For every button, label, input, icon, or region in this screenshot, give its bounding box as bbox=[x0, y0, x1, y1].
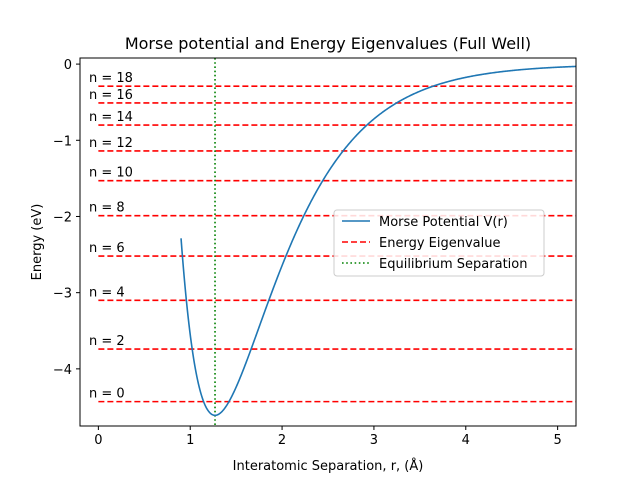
y-tick-label: −1 bbox=[53, 134, 72, 149]
y-tick-label: 0 bbox=[64, 58, 72, 73]
legend: Morse Potential V(r) Energy Eigenvalue E… bbox=[333, 209, 545, 277]
legend-equilibrium-label: Equilibrium Separation bbox=[379, 257, 527, 272]
level-label: n = 12 bbox=[89, 136, 133, 151]
legend-box bbox=[333, 209, 545, 277]
level-label: n = 10 bbox=[89, 166, 133, 181]
level-label: n = 0 bbox=[89, 387, 125, 402]
x-axis-label: Interatomic Separation, r, (Å) bbox=[233, 458, 424, 474]
level-label: n = 4 bbox=[89, 285, 125, 300]
x-tick-label: 0 bbox=[94, 433, 102, 448]
plot-frame bbox=[79, 57, 577, 427]
x-tick-label: 2 bbox=[278, 433, 286, 448]
level-label: n = 6 bbox=[89, 241, 125, 256]
y-tick-label: −3 bbox=[53, 287, 72, 302]
x-tick-label: 3 bbox=[370, 433, 378, 448]
morse-potential-line bbox=[180, 65, 576, 417]
level-label: n = 18 bbox=[89, 71, 133, 86]
x-tick-label: 4 bbox=[462, 433, 470, 448]
y-tick-label: −2 bbox=[53, 210, 72, 225]
x-tick-label: 5 bbox=[553, 433, 561, 448]
x-tick-label: 1 bbox=[186, 433, 194, 448]
level-label: n = 14 bbox=[89, 110, 133, 125]
legend-eigenvalue-label: Energy Eigenvalue bbox=[379, 236, 500, 251]
legend-morse-label: Morse Potential V(r) bbox=[379, 215, 508, 230]
level-label: n = 16 bbox=[89, 88, 133, 103]
y-axis-label: Energy (eV) bbox=[30, 204, 45, 281]
chart-title: Morse potential and Energy Eigenvalues (… bbox=[125, 34, 531, 53]
y-tick-label: −4 bbox=[53, 363, 72, 378]
level-label: n = 2 bbox=[89, 334, 125, 349]
level-label: n = 8 bbox=[89, 201, 125, 216]
